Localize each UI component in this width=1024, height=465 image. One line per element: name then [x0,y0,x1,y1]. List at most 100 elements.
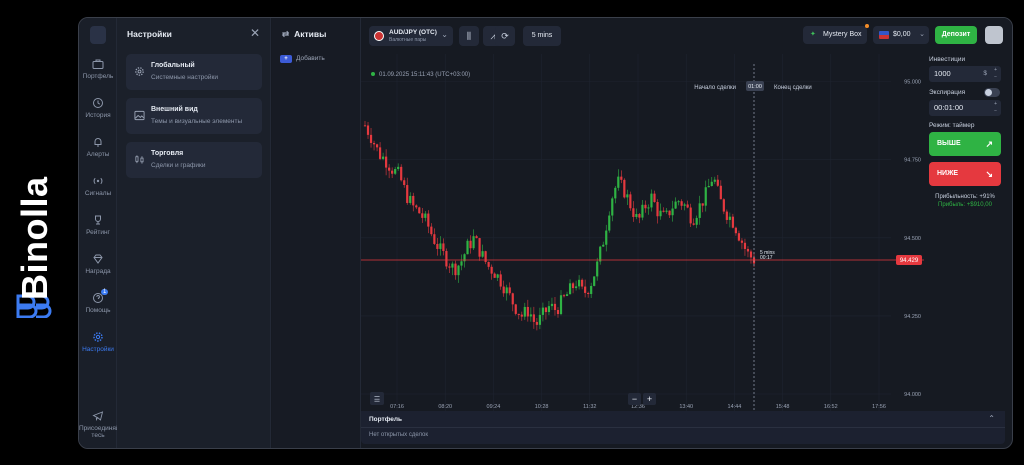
candle-body [550,303,554,307]
candle-body [562,295,566,297]
x-tick-label: 13:40 [679,404,693,410]
candle-body [538,314,541,325]
settings-card-appearance[interactable]: Внешний вид Темы и визуальные элементы [126,98,262,134]
settings-card-trading[interactable]: Торговля Сделки и графики [126,142,262,178]
top-bar: AUD/JPY (OTC) Валютные пары ⌄ ⫼ ⩘ ⟳ 5 mi… [361,18,1012,54]
stepper-icon[interactable]: + − [994,101,997,114]
chevron-down-icon: ⌄ [919,31,925,38]
y-tick-label: 94.750 [904,158,921,164]
candle-body [502,286,505,294]
candle-body [505,287,508,294]
candle-body [493,273,496,278]
candle-body [746,248,750,252]
y-axis: 95.000 94.750 94.500 94.250 94.000 [904,80,921,398]
candle-body [590,285,593,294]
candle-body [722,199,725,212]
nav-item-join[interactable]: Присоединяй тесь [79,410,120,439]
candle-body [403,180,406,186]
signal-icon [93,177,103,185]
candles-icon [135,155,144,164]
balance-selector[interactable]: $0,00 ⌄ [873,26,929,44]
nav-item-rating[interactable]: Рейтинг [79,214,117,236]
candle-body [716,179,719,186]
candle-body [695,217,698,225]
nav-item-help[interactable]: 1 Помощь [85,289,111,314]
investment-input[interactable]: 1000 $ + − [929,66,1001,82]
x-tick-label: 07:16 [390,404,404,410]
avatar[interactable] [985,26,1003,44]
app-logo[interactable] [90,26,106,44]
expiration-input[interactable]: 00:01:00 + − [929,100,1001,116]
chart-canvas[interactable]: 01.09.2025 15:11:43 (UTC+03:00) Начало с… [361,54,924,411]
deposit-button[interactable]: Депозит [935,26,977,44]
nav-item-alerts[interactable]: Алерты [79,136,117,158]
candle-body [406,185,409,203]
brand-name: Binolla [14,176,55,300]
candle-body [707,186,710,188]
timer-badge [746,81,764,91]
candle-body [680,201,683,206]
candle-body [475,236,478,239]
expiration-toggle[interactable] [984,88,1000,97]
bell-icon [94,138,102,147]
chart-settings-button[interactable] [370,392,384,405]
candle-body [662,210,665,212]
profit-text: Прибыль: +$910,00 [938,202,992,208]
candle-body [674,201,677,209]
zoom-in-button[interactable] [643,393,656,405]
stepper-icon[interactable]: + − [994,67,997,80]
candle-body [490,266,493,274]
candle-body [677,201,680,203]
candle-body [665,210,668,212]
candle-body [602,244,605,247]
nav-item-portfolio[interactable]: Портфель [79,58,117,80]
diamond-icon [93,254,103,264]
candle-body [608,215,611,231]
mystery-box-button[interactable]: ✦ Mystery Box [803,24,869,44]
arrow-up-right-icon: ↗ [985,139,993,149]
drawing-icon: ⩘ [490,31,496,41]
asset-selector[interactable]: AUD/JPY (OTC) Валютные пары ⌄ [369,26,453,46]
candle-body [439,243,442,249]
x-tick-label: 12:36 [631,404,645,410]
nav-item-history[interactable]: История [79,97,117,119]
higher-button[interactable]: ВЫШЕ ↗ [929,132,1001,156]
price-chart[interactable]: 01.09.2025 15:11:43 (UTC+03:00) Начало с… [361,54,924,411]
candle-body [436,243,439,249]
candle-body [472,236,475,249]
x-tick-label: 10:28 [535,404,549,410]
chart-type-button[interactable]: ⟳ [495,26,515,46]
candle-body [412,195,415,206]
candle-body [421,213,424,218]
binolla-logo-icon [16,294,52,318]
x-tick-label: 16:52 [824,404,838,410]
candle-body [623,179,626,198]
close-icon[interactable]: ✕ [249,26,260,40]
plus-icon: + [280,55,292,63]
chevron-up-icon[interactable]: ⌃ [988,414,995,423]
y-tick-label: 94.500 [904,236,921,242]
candle-body [381,156,385,159]
settings-title: Настройки [127,29,172,39]
trade-panel: Инвестиции 1000 $ + − Экспирация 00:01:00… [929,54,1009,234]
candle-body [478,238,481,257]
x-tick-label: 14:44 [728,404,742,410]
candle-body [731,216,734,228]
candle-body [620,176,623,180]
add-asset-button[interactable]: + Добавить [280,55,325,63]
candle-body [526,306,529,317]
nav-item-signals[interactable]: Сигналы [79,175,117,197]
lower-button[interactable]: НИЖЕ ↘ [929,162,1001,186]
assets-title: ⇄ Активы [282,29,327,39]
candle-body [418,207,421,214]
indicators-button[interactable]: ⫼ [459,26,479,46]
zoom-out-button[interactable] [628,393,641,405]
settings-card-global[interactable]: Глобальный Системные настройки [126,54,262,90]
nav-item-reward[interactable]: Награда [79,253,117,275]
timeframe-button[interactable]: 5 mins [523,26,561,46]
nav-item-settings[interactable]: Настройки [79,331,117,353]
candle-body [574,286,578,289]
candle-body [544,307,548,313]
candle-body [457,265,460,276]
current-price-tag [896,254,922,265]
